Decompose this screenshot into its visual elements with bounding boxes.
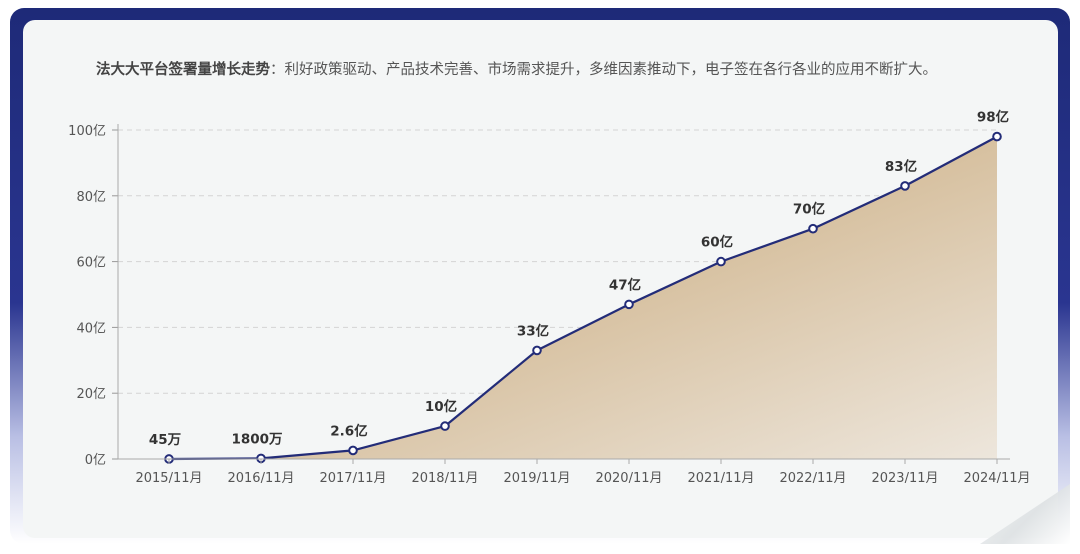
x-tick-label: 2018/11月 xyxy=(411,471,478,486)
y-tick-label: 80亿 xyxy=(76,190,106,205)
x-tick-label: 2017/11月 xyxy=(319,471,386,486)
chart-heading-title: 法大大平台签署量增长走势 xyxy=(96,62,270,78)
data-label: 83亿 xyxy=(885,158,917,175)
x-tick-label: 2021/11月 xyxy=(687,471,754,486)
data-label: 33亿 xyxy=(517,322,549,339)
data-label: 10亿 xyxy=(425,398,457,415)
data-label: 47亿 xyxy=(609,276,641,293)
series-line xyxy=(168,135,998,461)
y-tick-label: 40亿 xyxy=(76,321,106,336)
chart-heading-text: 利好政策驱动、产品技术完善、市场需求提升，多维因素推动下，电子签在各行各业的应用… xyxy=(284,62,938,78)
data-point xyxy=(992,131,1002,142)
data-point xyxy=(900,181,910,191)
data-point xyxy=(716,256,726,267)
x-tick-label: 2019/11月 xyxy=(503,471,570,486)
data-label: 70亿 xyxy=(793,201,825,218)
data-label: 98亿 xyxy=(977,109,1009,126)
data-label: 2.6亿 xyxy=(330,422,367,439)
data-point xyxy=(348,445,358,456)
x-tick-label: 2020/11月 xyxy=(595,471,662,486)
x-tick-label: 2024/11月 xyxy=(963,471,1030,486)
area-fill xyxy=(169,136,997,459)
data-point xyxy=(440,421,450,431)
data-label: 45万 xyxy=(149,432,181,448)
data-point xyxy=(532,345,542,356)
chart-heading: 法大大平台签署量增长走势：利好政策驱动、产品技术完善、市场需求提升，多维因素推动… xyxy=(96,58,1056,79)
chart-heading-separator: ： xyxy=(270,62,285,78)
y-tick-label: 20亿 xyxy=(76,387,106,402)
data-label: 60亿 xyxy=(701,234,733,251)
x-tick-label: 2016/11月 xyxy=(227,471,294,486)
data-label: 1800万 xyxy=(231,431,282,447)
x-tick-label: 2022/11月 xyxy=(779,471,846,486)
y-tick-label: 60亿 xyxy=(76,256,106,271)
y-tick-label: 0亿 xyxy=(85,453,106,468)
x-tick-label: 2015/11月 xyxy=(135,471,202,486)
x-tick-label: 2023/11月 xyxy=(871,471,938,486)
data-point xyxy=(624,299,634,310)
y-tick-label: 100亿 xyxy=(68,124,106,139)
data-point xyxy=(808,223,818,234)
